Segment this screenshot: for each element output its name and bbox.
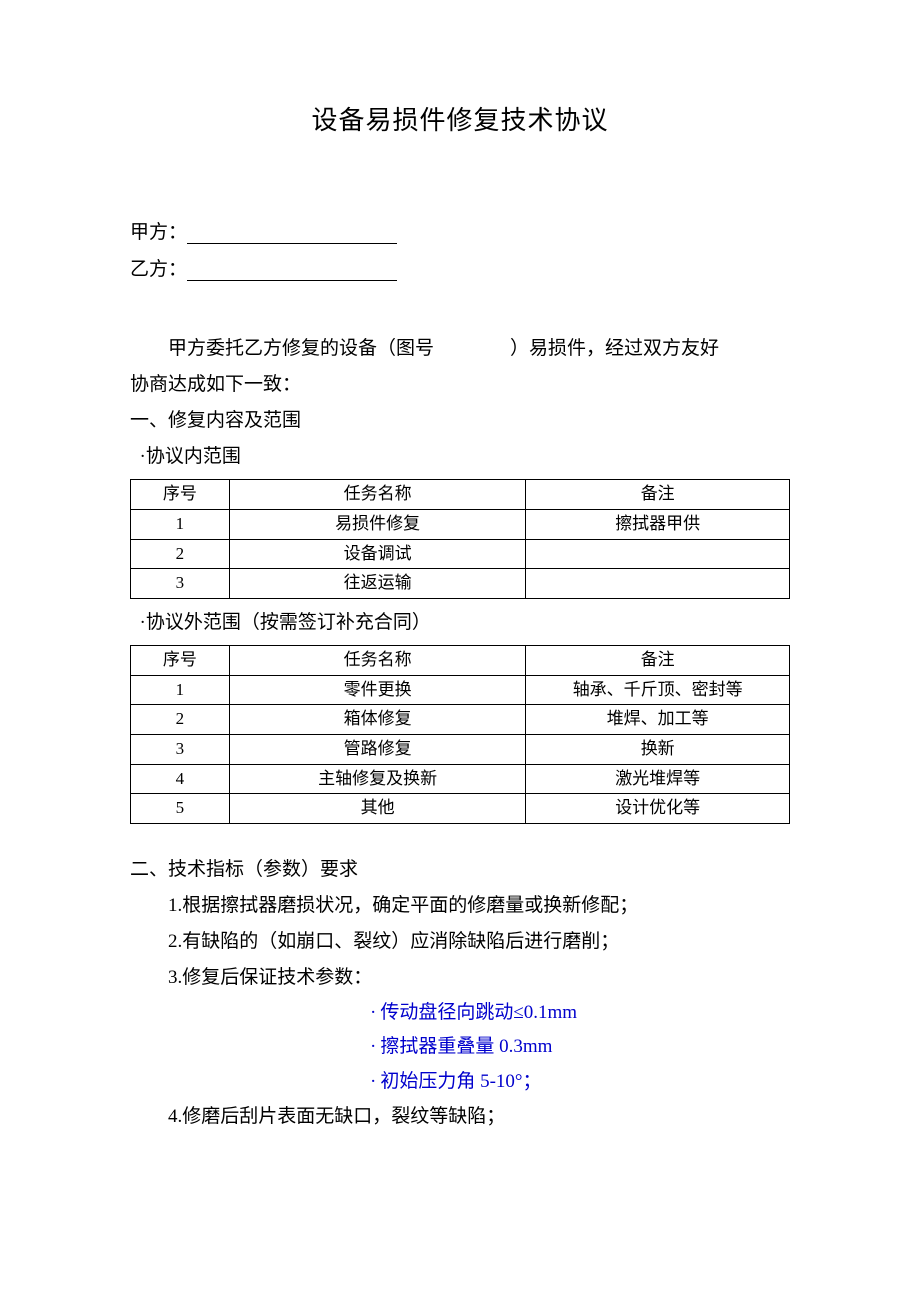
bullet-dot-icon: · [370, 1036, 376, 1057]
param-1: ·传动盘径向跳动≤0.1mm [130, 996, 790, 1030]
cell-note [526, 569, 790, 599]
cell-note: 轴承、千斤顶、密封等 [526, 675, 790, 705]
intro-part1: 甲方委托乙方修复的设备（图号 [168, 338, 434, 359]
party-b-blank [187, 261, 397, 281]
party-a-label: 甲方： [130, 222, 187, 243]
section-2-heading: 二、技术指标（参数）要求 [130, 852, 790, 888]
intro-part2: ）易损件，经过双方友好 [510, 338, 719, 359]
th-note: 备注 [526, 480, 790, 510]
party-b-line: 乙方： [130, 254, 790, 281]
cell-task: 设备调试 [229, 539, 526, 569]
table-row: 1 易损件修复 擦拭器甲供 [131, 510, 790, 540]
requirement-4: 4.修磨后刮片表面无缺口，裂纹等缺陷； [130, 1099, 790, 1135]
requirement-3: 3.修复后保证技术参数： [130, 960, 790, 996]
table-row: 5 其他 设计优化等 [131, 794, 790, 824]
table-row: 1 零件更换 轴承、千斤顶、密封等 [131, 675, 790, 705]
cell-task: 零件更换 [229, 675, 526, 705]
intro-line-1: 甲方委托乙方修复的设备（图号 ）易损件，经过双方友好 [130, 331, 790, 367]
th-seq: 序号 [131, 480, 230, 510]
param-3-text: 初始压力角 5-10°； [380, 1071, 541, 1092]
th-seq: 序号 [131, 646, 230, 676]
cell-seq: 4 [131, 764, 230, 794]
cell-seq: 1 [131, 675, 230, 705]
cell-task: 主轴修复及换新 [229, 764, 526, 794]
cell-task: 箱体修复 [229, 705, 526, 735]
cell-note: 堆焊、加工等 [526, 705, 790, 735]
table-header-row: 序号 任务名称 备注 [131, 480, 790, 510]
th-task: 任务名称 [229, 646, 526, 676]
section-1-heading: 一、修复内容及范围 [130, 403, 790, 439]
scope-in-label: ·协议内范围 [130, 439, 790, 475]
cell-note: 擦拭器甲供 [526, 510, 790, 540]
param-1-text: 传动盘径向跳动≤0.1mm [380, 1002, 577, 1023]
requirement-2: 2.有缺陷的（如崩口、裂纹）应消除缺陷后进行磨削； [130, 924, 790, 960]
bullet-dot-icon: · [370, 1071, 376, 1092]
table-row: 3 往返运输 [131, 569, 790, 599]
party-a-line: 甲方： [130, 217, 790, 244]
scope-out-table: 序号 任务名称 备注 1 零件更换 轴承、千斤顶、密封等 2 箱体修复 堆焊、加… [130, 645, 790, 824]
table-header-row: 序号 任务名称 备注 [131, 646, 790, 676]
document-title: 设备易损件修复技术协议 [130, 100, 790, 137]
intro-line-2: 协商达成如下一致： [130, 367, 790, 403]
cell-seq: 5 [131, 794, 230, 824]
cell-task: 易损件修复 [229, 510, 526, 540]
document-page: 设备易损件修复技术协议 甲方： 乙方： 甲方委托乙方修复的设备（图号 ）易损件，… [0, 0, 920, 1302]
cell-note: 换新 [526, 734, 790, 764]
cell-seq: 1 [131, 510, 230, 540]
scope-in-table: 序号 任务名称 备注 1 易损件修复 擦拭器甲供 2 设备调试 3 往返运输 [130, 479, 790, 599]
cell-note: 激光堆焊等 [526, 764, 790, 794]
param-3: ·初始压力角 5-10°； [130, 1065, 790, 1099]
requirement-1: 1.根据擦拭器磨损状况，确定平面的修磨量或换新修配； [130, 888, 790, 924]
cell-seq: 2 [131, 705, 230, 735]
cell-note [526, 539, 790, 569]
table-row: 4 主轴修复及换新 激光堆焊等 [131, 764, 790, 794]
cell-task: 其他 [229, 794, 526, 824]
table-row: 2 设备调试 [131, 539, 790, 569]
bullet-dot-icon: · [370, 1002, 376, 1023]
param-2: ·擦拭器重叠量 0.3mm [130, 1030, 790, 1064]
cell-task: 管路修复 [229, 734, 526, 764]
table-row: 3 管路修复 换新 [131, 734, 790, 764]
party-a-blank [187, 224, 397, 244]
table-row: 2 箱体修复 堆焊、加工等 [131, 705, 790, 735]
cell-note: 设计优化等 [526, 794, 790, 824]
party-b-label: 乙方： [130, 259, 187, 280]
cell-seq: 3 [131, 569, 230, 599]
param-2-text: 擦拭器重叠量 0.3mm [380, 1036, 552, 1057]
th-note: 备注 [526, 646, 790, 676]
th-task: 任务名称 [229, 480, 526, 510]
scope-out-label: ·协议外范围（按需签订补充合同） [130, 605, 790, 641]
cell-seq: 3 [131, 734, 230, 764]
cell-seq: 2 [131, 539, 230, 569]
cell-task: 往返运输 [229, 569, 526, 599]
